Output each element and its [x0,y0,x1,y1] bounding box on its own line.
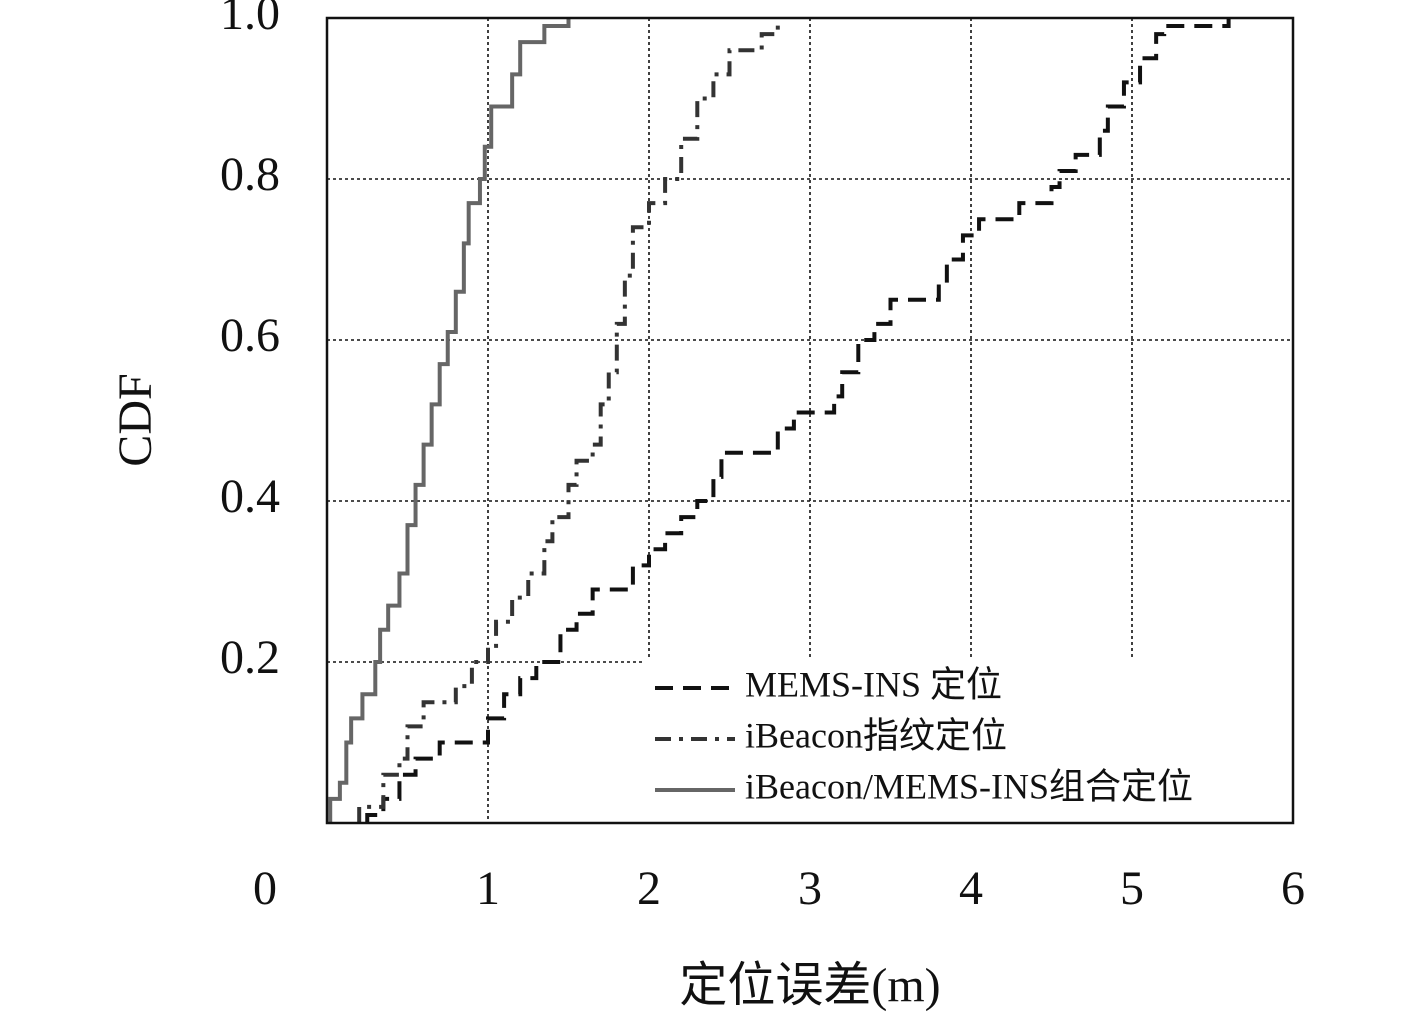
legend-label: iBeacon指纹定位 [745,715,1007,755]
legend-box [645,660,1291,821]
y-tick-label: 0.6 [220,309,280,362]
y-axis-label: CDF [109,373,162,466]
x-axis-label: 定位误差(m) [679,959,940,1012]
x-tick-label: 4 [959,862,983,915]
x-tick-label: 6 [1281,862,1305,915]
x-tick-label: 3 [798,862,822,915]
y-tick-label: 1.0 [220,0,280,40]
x-tick-label: 2 [637,862,661,915]
y-tick-label: 0.8 [220,148,280,201]
cdf-line [357,18,780,823]
x-tick-label: 0 [253,862,277,915]
x-tick-label: 5 [1120,862,1144,915]
y-tick-label: 0.4 [220,470,280,523]
legend-label: iBeacon/MEMS-INS组合定位 [745,766,1193,806]
legend-label: MEMS-INS 定位 [745,664,1002,704]
cdf-line [328,18,571,823]
x-tick-label: 1 [476,862,500,915]
y-tick-label: 0.2 [220,631,280,684]
plot-frame [325,16,1295,825]
cdf-line [365,18,1231,823]
